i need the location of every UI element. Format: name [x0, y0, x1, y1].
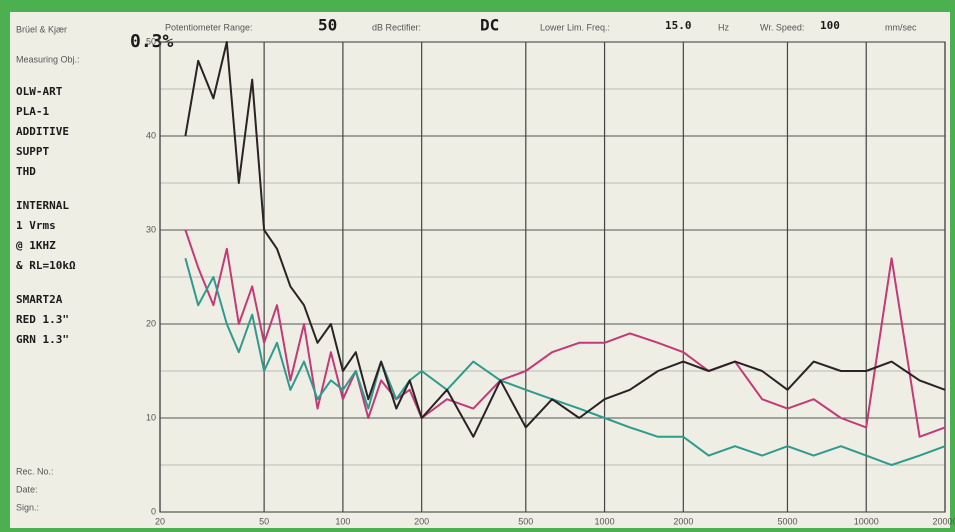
form-field: Sign.: — [16, 502, 39, 512]
handwritten-note: SUPPT — [16, 145, 49, 158]
paper — [10, 12, 950, 528]
y-tick-label: 10 — [146, 412, 156, 422]
header-label: dB Rectifier: — [372, 22, 421, 32]
header-value: DC — [480, 16, 499, 35]
handwritten-note: GRN 1.3" — [16, 333, 69, 346]
x-tick-label: 500 — [518, 516, 533, 526]
y-tick-label: 30 — [146, 224, 156, 234]
x-tick-label: 200 — [414, 516, 429, 526]
header-value: 50 — [318, 16, 337, 35]
x-tick-label: 5000 — [777, 516, 797, 526]
y-tick-label: 0 — [151, 506, 156, 516]
handwritten-note: ADDITIVE — [16, 125, 69, 138]
header-value: 100 — [820, 19, 840, 32]
handwritten-note: THD — [16, 165, 36, 178]
handwritten-note: RED 1.3" — [16, 313, 69, 326]
y-tick-label: 40 — [146, 130, 156, 140]
measuring-label: Measuring Obj.: — [16, 54, 80, 64]
y-tick-label: 50 — [146, 36, 156, 46]
handwritten-note: PLA-1 — [16, 105, 49, 118]
handwritten-note: & RL=10kΩ — [16, 259, 76, 272]
handwritten-note: 1 Vrms — [16, 219, 56, 232]
x-tick-label: 50 — [259, 516, 269, 526]
header-unit: mm/sec — [885, 22, 917, 32]
x-tick-label: 2000 — [673, 516, 693, 526]
header-label: Lower Lim. Freq.: — [540, 22, 610, 32]
x-tick-label: 20000 — [932, 516, 955, 526]
header-label: Potentiometer Range: — [165, 22, 253, 32]
x-tick-label: 20 — [155, 516, 165, 526]
form-field: Rec. No.: — [16, 466, 54, 476]
handwritten-note: OLW-ART — [16, 85, 63, 98]
header-label: Wr. Speed: — [760, 22, 804, 32]
chart: Brüel & Kjær Potentiometer Range: 50 dB … — [0, 0, 955, 532]
page: Brüel & Kjær Potentiometer Range: 50 dB … — [0, 0, 955, 532]
brand: Brüel & Kjær — [16, 24, 67, 34]
handwritten-note: INTERNAL — [16, 199, 69, 212]
handwritten-note: @ 1KHZ — [16, 239, 56, 252]
y-tick-label: 20 — [146, 318, 156, 328]
x-tick-label: 100 — [335, 516, 350, 526]
header-value: 15.0 — [665, 19, 692, 32]
x-tick-label: 1000 — [595, 516, 615, 526]
handwritten-note: SMART2A — [16, 293, 63, 306]
form-field: Date: — [16, 484, 38, 494]
x-tick-label: 10000 — [854, 516, 879, 526]
header-unit: Hz — [718, 22, 729, 32]
